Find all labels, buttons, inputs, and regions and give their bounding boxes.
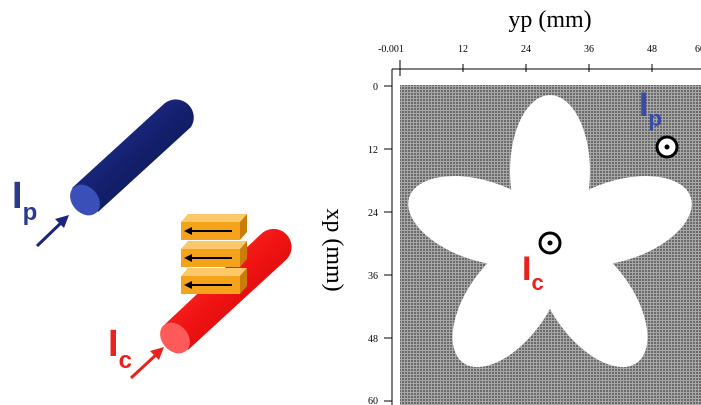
probe-current-label: Ip (12, 175, 37, 226)
plot-probe-label: Ip (639, 86, 662, 131)
center-current-arrow (129, 351, 160, 380)
y-tick-labels: 0 12 24 36 48 60 (368, 82, 378, 405)
x-tick-label: 36 (584, 44, 594, 55)
x-ticks (399, 60, 653, 76)
x-tick-label: 48 (647, 44, 657, 55)
probe-label-main: I (12, 175, 23, 217)
magnet-block-2 (181, 241, 247, 267)
y-tick-label: 12 (368, 145, 378, 156)
y-tick-label: 48 (368, 334, 378, 345)
plot-center-label: Ic (522, 250, 544, 295)
x-tick-label: 60 (695, 44, 701, 55)
plot-center-label-sub: c (531, 270, 543, 295)
probe-rod (70, 99, 194, 216)
center-current-label: Ic (108, 323, 132, 374)
center-label-sub: c (119, 347, 132, 374)
plot-probe-label-main: I (639, 86, 648, 124)
y-tick-label: 60 (368, 396, 378, 405)
x-tick-label: -0.001 (378, 44, 404, 55)
x-axis-title: yp (mm) (508, 7, 591, 33)
flower-region (408, 95, 692, 368)
y-tick-label: 36 (368, 271, 378, 282)
x-tick-labels: -0.001 12 24 36 48 60 (378, 44, 701, 55)
plot-probe-label-sub: p (648, 106, 661, 131)
x-tick-label: 24 (521, 44, 531, 55)
probe-label-sub: p (23, 199, 38, 226)
probe-conductor: Ip (12, 99, 194, 248)
probe-current-arrow (35, 218, 66, 248)
flower-petal (452, 235, 563, 368)
flower-petal (537, 235, 648, 368)
y-axis-title: xp (mm) (321, 208, 347, 291)
probe-arrow-head (55, 215, 69, 228)
y-tick-label: 0 (373, 82, 378, 93)
plot-center-label-main: I (522, 250, 531, 288)
x-tick-label: 12 (458, 44, 468, 55)
flower-petal (408, 176, 555, 266)
center-conductor: Ic (108, 214, 292, 380)
y-ticks (384, 85, 392, 402)
magnet-block-3 (181, 268, 247, 294)
magnet-stack (181, 214, 247, 294)
center-label-main: I (108, 323, 119, 365)
magnet-block-1 (181, 214, 247, 240)
y-tick-label: 24 (368, 208, 378, 219)
center-arrow-head (150, 347, 164, 360)
probe-marker (655, 135, 679, 159)
center-marker (538, 231, 562, 255)
